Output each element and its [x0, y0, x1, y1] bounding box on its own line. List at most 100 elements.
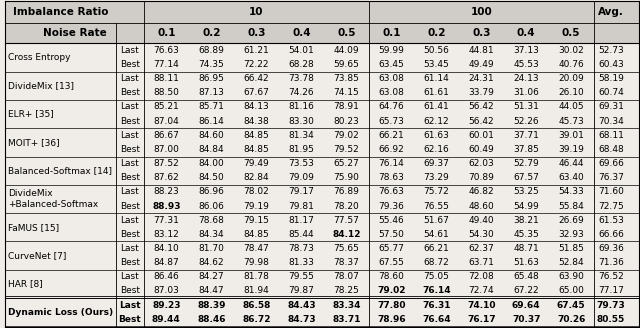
Text: 67.55: 67.55 — [378, 258, 404, 267]
Text: 78.63: 78.63 — [378, 173, 404, 182]
Text: 76.14: 76.14 — [378, 159, 404, 168]
Text: 79.15: 79.15 — [243, 216, 269, 225]
Text: 88.39: 88.39 — [197, 301, 226, 310]
Text: HAR [8]: HAR [8] — [8, 279, 43, 288]
Text: 84.62: 84.62 — [198, 258, 224, 267]
Text: 54.01: 54.01 — [289, 46, 314, 55]
Text: 78.73: 78.73 — [289, 244, 314, 253]
Text: FaMUS [15]: FaMUS [15] — [8, 223, 60, 232]
Text: 84.73: 84.73 — [287, 315, 316, 324]
Text: 68.48: 68.48 — [598, 145, 624, 154]
Text: 84.60: 84.60 — [198, 131, 224, 140]
Text: 49.49: 49.49 — [468, 60, 494, 69]
Text: 52.84: 52.84 — [559, 258, 584, 267]
Text: 79.87: 79.87 — [289, 286, 314, 296]
Text: 63.40: 63.40 — [558, 173, 584, 182]
Text: Avg.: Avg. — [598, 7, 624, 17]
Text: 37.71: 37.71 — [513, 131, 539, 140]
Text: 26.69: 26.69 — [558, 216, 584, 225]
Text: 79.09: 79.09 — [289, 173, 314, 182]
Text: 71.36: 71.36 — [598, 258, 624, 267]
Text: 84.43: 84.43 — [287, 301, 316, 310]
Text: 75.90: 75.90 — [333, 173, 359, 182]
Text: 61.41: 61.41 — [424, 102, 449, 112]
Text: 72.75: 72.75 — [598, 202, 624, 211]
Text: 61.21: 61.21 — [243, 46, 269, 55]
Text: 78.60: 78.60 — [378, 272, 404, 281]
Text: 45.73: 45.73 — [558, 117, 584, 126]
Text: Last: Last — [120, 102, 140, 112]
Text: 51.31: 51.31 — [513, 102, 539, 112]
Text: 32.93: 32.93 — [558, 230, 584, 239]
Text: 57.50: 57.50 — [378, 230, 404, 239]
Text: 64.76: 64.76 — [378, 102, 404, 112]
Text: 77.80: 77.80 — [377, 301, 406, 310]
Text: 73.29: 73.29 — [424, 173, 449, 182]
Text: 65.73: 65.73 — [378, 117, 404, 126]
Bar — [5, 23, 639, 43]
Text: 62.16: 62.16 — [424, 145, 449, 154]
Text: 78.37: 78.37 — [333, 258, 359, 267]
Text: 86.58: 86.58 — [242, 301, 271, 310]
Text: 84.34: 84.34 — [198, 230, 224, 239]
Text: 86.72: 86.72 — [242, 315, 271, 324]
Text: 76.31: 76.31 — [422, 301, 451, 310]
Text: 67.57: 67.57 — [513, 173, 539, 182]
Text: 79.55: 79.55 — [289, 272, 314, 281]
Text: 66.21: 66.21 — [378, 131, 404, 140]
Text: MOIT+ [36]: MOIT+ [36] — [8, 138, 60, 147]
Text: 26.10: 26.10 — [558, 88, 584, 97]
Text: 71.60: 71.60 — [598, 187, 624, 196]
Text: 81.33: 81.33 — [289, 258, 314, 267]
Text: 44.09: 44.09 — [333, 46, 359, 55]
Text: 84.50: 84.50 — [198, 173, 224, 182]
Text: Best: Best — [120, 286, 140, 296]
Text: 85.71: 85.71 — [198, 102, 224, 112]
Text: 84.84: 84.84 — [198, 145, 224, 154]
Text: 69.64: 69.64 — [512, 301, 541, 310]
Text: 0.5: 0.5 — [562, 28, 580, 38]
Text: 60.74: 60.74 — [598, 88, 624, 97]
Text: 79.73: 79.73 — [596, 301, 625, 310]
Text: 83.71: 83.71 — [332, 315, 360, 324]
Text: Best: Best — [120, 173, 140, 182]
Text: ELR+ [35]: ELR+ [35] — [8, 110, 54, 118]
Text: 53.25: 53.25 — [513, 187, 539, 196]
Text: 44.05: 44.05 — [559, 102, 584, 112]
Text: 79.02: 79.02 — [333, 131, 359, 140]
Text: 80.23: 80.23 — [333, 117, 359, 126]
Text: 51.63: 51.63 — [513, 258, 539, 267]
Text: 63.90: 63.90 — [558, 272, 584, 281]
Text: 87.04: 87.04 — [154, 117, 179, 126]
Text: Last: Last — [120, 131, 140, 140]
Text: 84.13: 84.13 — [243, 102, 269, 112]
Text: 52.26: 52.26 — [513, 117, 539, 126]
Text: Last: Last — [119, 301, 141, 310]
Text: 54.33: 54.33 — [558, 187, 584, 196]
Text: CurveNet [7]: CurveNet [7] — [8, 251, 67, 260]
Text: 56.42: 56.42 — [468, 102, 494, 112]
Text: Best: Best — [120, 258, 140, 267]
Text: Last: Last — [120, 272, 140, 281]
Text: 68.89: 68.89 — [198, 46, 224, 55]
Text: 54.99: 54.99 — [513, 202, 539, 211]
Text: 84.12: 84.12 — [332, 230, 360, 239]
Text: 45.53: 45.53 — [513, 60, 539, 69]
Text: 77.17: 77.17 — [598, 286, 624, 296]
Text: 81.17: 81.17 — [289, 216, 314, 225]
Text: 61.63: 61.63 — [423, 131, 449, 140]
Text: 76.17: 76.17 — [467, 315, 495, 324]
Text: 66.92: 66.92 — [378, 145, 404, 154]
Text: 81.95: 81.95 — [289, 145, 314, 154]
Text: 58.19: 58.19 — [598, 74, 624, 83]
Text: 87.00: 87.00 — [154, 145, 179, 154]
Text: 86.14: 86.14 — [198, 117, 224, 126]
Text: 38.21: 38.21 — [513, 216, 539, 225]
Text: 84.10: 84.10 — [154, 244, 179, 253]
Text: 84.85: 84.85 — [243, 230, 269, 239]
Text: 54.30: 54.30 — [468, 230, 494, 239]
Text: 84.87: 84.87 — [154, 258, 179, 267]
Text: 68.11: 68.11 — [598, 131, 624, 140]
Text: 74.26: 74.26 — [289, 88, 314, 97]
Text: 24.31: 24.31 — [468, 74, 494, 83]
